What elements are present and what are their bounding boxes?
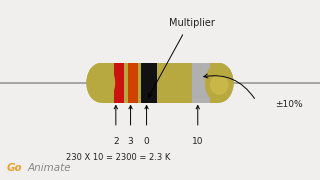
Ellipse shape <box>86 63 115 103</box>
Bar <box>141 63 157 103</box>
Text: 0: 0 <box>144 137 149 146</box>
Bar <box>192 63 210 103</box>
Text: 2: 2 <box>113 137 119 146</box>
Text: 230 X 10 = 2300 = 2.3 K: 230 X 10 = 2300 = 2.3 K <box>66 153 171 162</box>
Text: 10: 10 <box>192 137 204 146</box>
Text: 3: 3 <box>128 137 133 146</box>
Ellipse shape <box>205 63 234 103</box>
Ellipse shape <box>209 74 229 96</box>
Ellipse shape <box>210 75 228 95</box>
Bar <box>101 63 219 103</box>
Bar <box>114 63 124 103</box>
Text: Go: Go <box>6 163 22 173</box>
Ellipse shape <box>205 63 234 103</box>
Text: ±10%: ±10% <box>275 100 303 109</box>
Ellipse shape <box>86 63 115 103</box>
Bar <box>128 63 138 103</box>
Text: Multiplier: Multiplier <box>169 18 215 28</box>
Text: Animate: Animate <box>27 163 71 173</box>
